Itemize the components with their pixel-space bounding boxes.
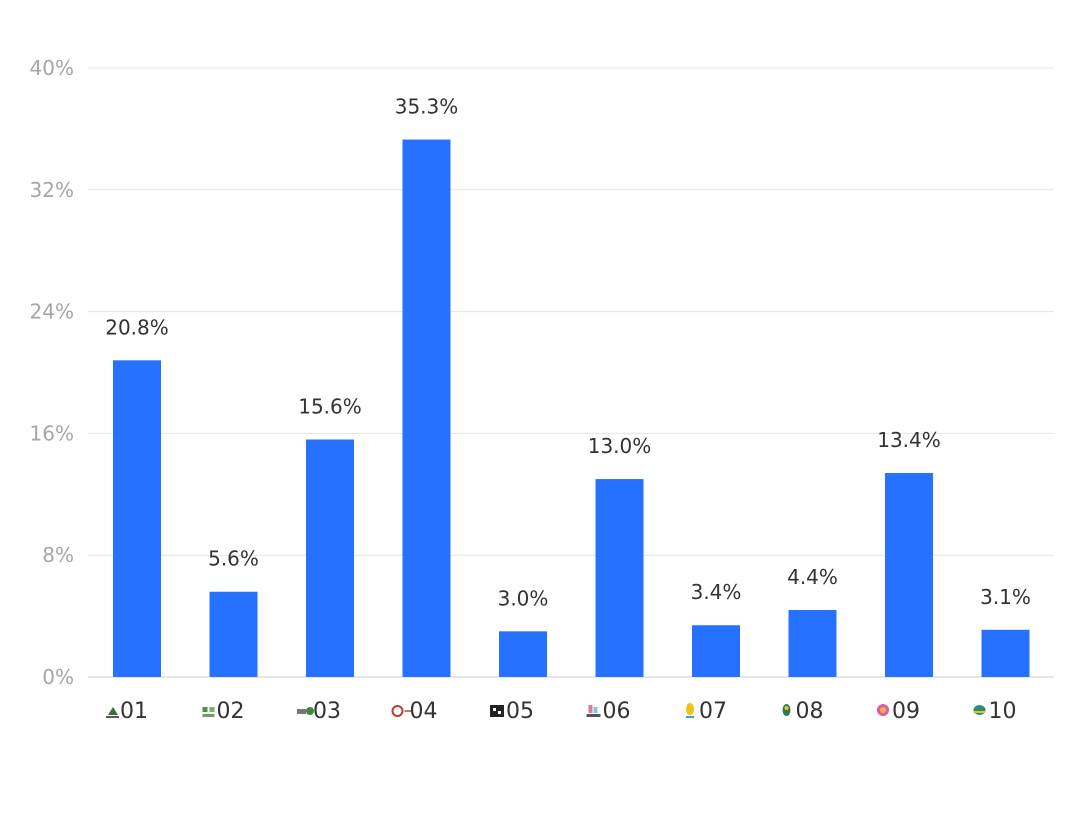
value-label-07: 3.4% — [691, 580, 742, 604]
x-tick-label-04: 04 — [410, 699, 438, 724]
value-label-03: 15.6% — [298, 394, 362, 418]
logo-01-icon — [106, 707, 119, 718]
value-labels-layer: 20.8% 5.6% 15.6% 35.3% 3.0% 13.0% 3.4% 4.4% 13.4… — [105, 95, 1031, 611]
logo-09-icon — [877, 704, 889, 716]
value-label-08: 4.4% — [787, 565, 838, 589]
logo-03-icon — [297, 707, 314, 715]
logo-07-icon — [686, 703, 694, 718]
value-label-05: 3.0% — [498, 586, 549, 610]
logo-05-icon — [490, 705, 504, 717]
bar-04 — [402, 139, 451, 677]
y-tick-label: 32% — [30, 178, 74, 202]
bar-01 — [113, 360, 161, 677]
x-tick-label-06: 06 — [603, 699, 631, 724]
y-tick-label: 8% — [42, 543, 74, 567]
y-tick-label: 16% — [30, 421, 74, 445]
logo-08-icon — [782, 704, 791, 716]
value-label-04: 35.3% — [395, 95, 459, 119]
y-tick-label: 0% — [42, 665, 74, 689]
value-label-01: 20.8% — [105, 315, 169, 339]
bar-07 — [692, 625, 740, 677]
y-tick-label: 40% — [30, 56, 74, 80]
bar-10 — [981, 629, 1030, 677]
value-label-06: 13.0% — [588, 434, 652, 458]
value-label-10: 3.1% — [980, 585, 1031, 609]
bars-layer — [113, 139, 1030, 677]
y-axis: 0% 8% 16% 24% 32% 40% — [30, 56, 74, 689]
bar-03 — [306, 439, 354, 677]
bar-02 — [209, 591, 258, 677]
bar-08 — [788, 610, 837, 677]
bar-09 — [885, 472, 933, 677]
x-tick-label-09: 09 — [892, 699, 920, 724]
bar-06 — [595, 479, 644, 677]
logo-10-icon — [973, 705, 986, 715]
x-tick-label-05: 05 — [506, 699, 534, 724]
x-tick-label-07: 07 — [699, 699, 727, 724]
value-label-09: 13.4% — [877, 428, 941, 452]
logo-06-icon — [586, 705, 601, 717]
x-tick-label-03: 03 — [313, 699, 341, 724]
x-tick-label-10: 10 — [989, 699, 1017, 724]
x-tick-label-08: 08 — [796, 699, 824, 724]
value-label-02: 5.6% — [208, 547, 259, 571]
logo-04-icon — [391, 705, 413, 717]
x-tick-label-01: 01 — [120, 699, 148, 724]
y-tick-label: 24% — [30, 300, 74, 324]
logo-02-icon — [202, 707, 215, 717]
bar-05 — [499, 631, 547, 677]
x-axis: 01 02 03 04 05 06 07 08 09 10 — [106, 699, 1017, 724]
x-tick-label-02: 02 — [217, 699, 245, 724]
